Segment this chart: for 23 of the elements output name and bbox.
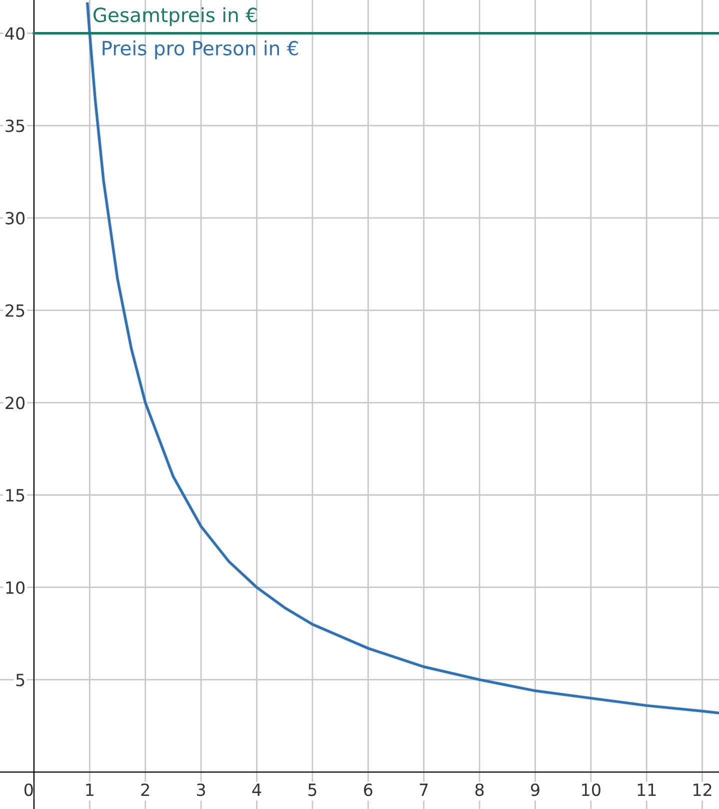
- y-tick-label: 20: [6, 396, 25, 410]
- y-tick-label: 25: [6, 304, 24, 317]
- y-tick-label: 40: [5, 27, 25, 40]
- x-tick-label: 0: [24, 783, 33, 796]
- ref-line-label: Gesamtpreis in €: [94, 7, 257, 26]
- y-tick-label: 30: [6, 212, 25, 225]
- x-tick-label: 4: [252, 784, 262, 796]
- x-tick-label: 6: [364, 783, 372, 796]
- x-tick-label: 9: [530, 783, 540, 796]
- x-tick-label: 5: [308, 784, 316, 796]
- y-tick-label: 5: [16, 674, 24, 686]
- x-tick-label: 1: [86, 784, 94, 796]
- x-tick-label: 10: [582, 783, 600, 796]
- x-tick-label: 12: [694, 783, 712, 796]
- y-tick-label: 35: [6, 120, 24, 132]
- series-label: Preis pro Person in €: [102, 40, 298, 60]
- x-tick-label: 11: [638, 784, 656, 796]
- y-tick-label: 15: [6, 489, 24, 502]
- x-tick-label: 3: [197, 783, 206, 796]
- x-tick-label: 8: [475, 783, 484, 796]
- y-tick-label: 10: [6, 581, 25, 594]
- x-tick-label: 2: [141, 783, 149, 796]
- x-tick-label: 7: [420, 784, 428, 796]
